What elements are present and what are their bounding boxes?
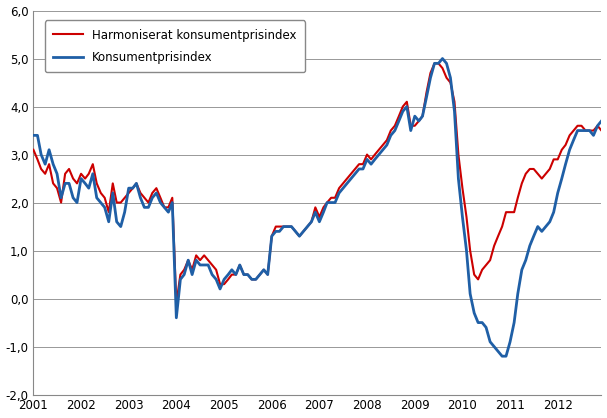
Legend: Harmoniserat konsumentprisindex, Konsumentprisindex: Harmoniserat konsumentprisindex, Konsume… bbox=[45, 20, 305, 72]
Line: Konsumentprisindex: Konsumentprisindex bbox=[33, 59, 602, 356]
Line: Harmoniserat konsumentprisindex: Harmoniserat konsumentprisindex bbox=[33, 64, 602, 303]
